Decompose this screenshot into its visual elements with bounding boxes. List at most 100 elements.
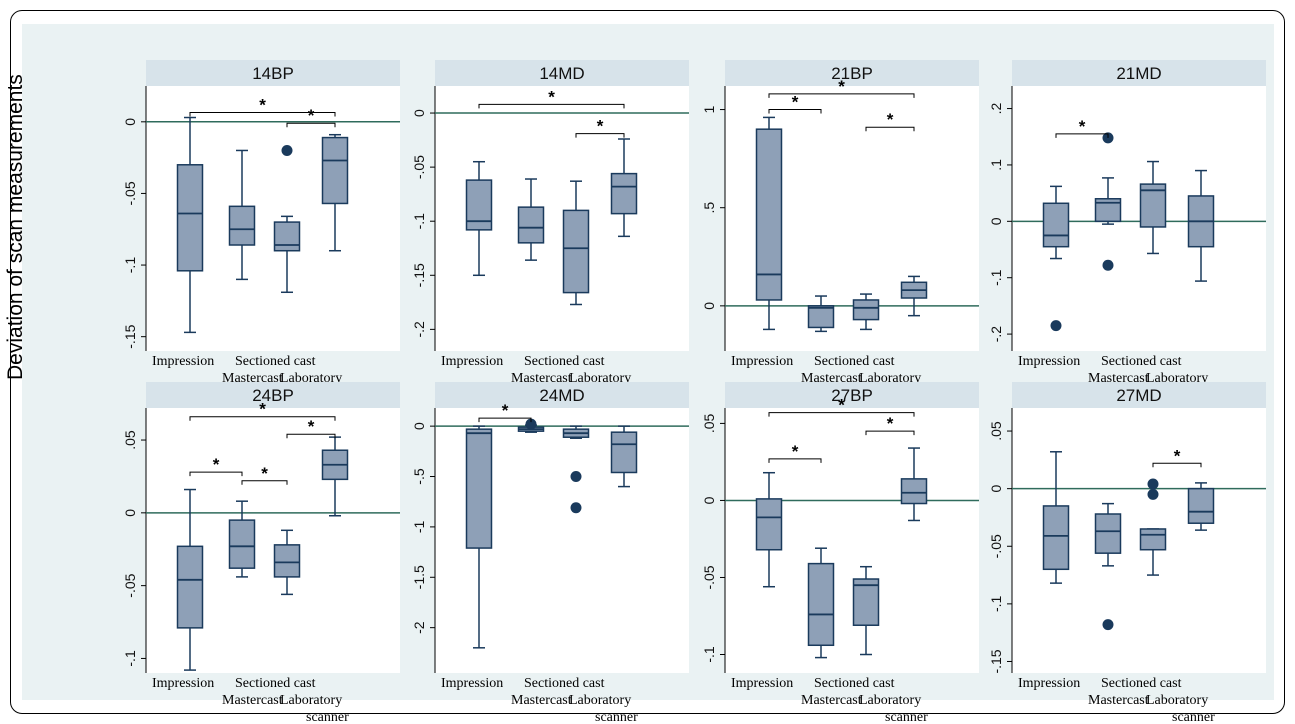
significance-bracket	[575, 133, 625, 138]
x-category-label: Sectioned cast	[235, 676, 316, 691]
x-category-label: Sectioned cast	[524, 354, 605, 369]
significance-star: *	[887, 414, 894, 433]
y-tick-label: -2	[411, 621, 427, 634]
x-category-label: Mastercast	[801, 693, 862, 708]
x-category-label: Impression	[152, 676, 214, 691]
significance-star: *	[792, 93, 799, 112]
significance-bracket	[286, 122, 336, 128]
y-tick-label: -.1	[122, 257, 138, 274]
significance-star: *	[792, 442, 799, 461]
outlier-point	[1050, 320, 1062, 332]
significance-star: *	[261, 464, 268, 483]
plot-area	[146, 408, 400, 673]
x-category-label: Impression	[731, 676, 793, 691]
panel-title: 14MD	[539, 64, 584, 83]
y-tick-label: -.1	[701, 646, 717, 663]
x-category-label: Sectioned cast	[1101, 676, 1182, 691]
x-category-label: Sectioned cast	[814, 676, 895, 691]
panel-title: 21BP	[831, 64, 873, 83]
significance-bracket	[865, 126, 915, 132]
significance-bracket	[865, 430, 915, 436]
significance-star: *	[838, 396, 845, 415]
panel-header	[725, 60, 979, 86]
y-tick-label: 0	[988, 485, 1004, 493]
y-tick-label: -.5	[411, 468, 427, 485]
significance-bracket	[1055, 133, 1109, 138]
y-tick-label: -.1	[122, 650, 138, 667]
box-iqr	[465, 179, 493, 231]
y-tick-label: -.15	[411, 263, 427, 287]
panel-header	[146, 60, 400, 86]
significance-star: *	[548, 87, 555, 106]
significance-star: *	[502, 401, 509, 420]
significance-bracket	[768, 109, 822, 114]
panel-title: 14BP	[252, 64, 294, 83]
significance-star: *	[887, 110, 894, 129]
box-iqr	[228, 519, 256, 569]
x-category-label: Mastercast	[1088, 693, 1149, 708]
y-tick-label: -.15	[122, 324, 138, 348]
panel-title: 27MD	[1116, 386, 1161, 405]
outlier-point	[1102, 619, 1114, 631]
y-tick-label: .05	[122, 430, 138, 450]
outlier-point	[1147, 478, 1159, 490]
x-category-label: Laboratory	[280, 693, 342, 708]
x-category-label: Impression	[441, 354, 503, 369]
box-iqr	[321, 136, 349, 205]
x-category-label: Sectioned cast	[1101, 354, 1182, 369]
y-tick-label: -.1	[411, 213, 427, 230]
y-tick-label: -.1	[988, 595, 1004, 612]
y-tick-label: -.05	[701, 565, 717, 589]
x-category-label: Impression	[1018, 354, 1080, 369]
y-tick-label: -.2	[988, 326, 1004, 343]
significance-bracket	[768, 412, 915, 417]
box-iqr	[900, 478, 928, 505]
x-category-label: Impression	[731, 354, 793, 369]
x-category-label: Sectioned cast	[235, 354, 316, 369]
x-category-label: Sectioned cast	[814, 354, 895, 369]
y-tick-label: -.05	[411, 155, 427, 179]
significance-bracket	[189, 471, 243, 477]
y-tick-label: .5	[701, 202, 717, 214]
y-tick-label: 0	[701, 302, 717, 310]
significance-bracket	[189, 416, 336, 421]
x-category-label: Impression	[441, 676, 503, 691]
y-tick-label: -.2	[411, 321, 427, 338]
significance-bracket	[768, 93, 915, 98]
significance-bracket	[478, 103, 625, 109]
box-iqr	[273, 221, 301, 252]
y-tick-label: -.05	[988, 534, 1004, 558]
significance-star: *	[259, 400, 266, 419]
y-tick-label: -.05	[122, 573, 138, 597]
outlier-point	[281, 144, 293, 156]
y-tick-label: 0	[411, 109, 427, 117]
box-iqr	[610, 431, 638, 474]
significance-star: *	[308, 106, 315, 125]
box-iqr	[852, 578, 880, 626]
y-tick-label: 0	[701, 496, 717, 504]
x-category-label: scanner	[885, 710, 928, 724]
panel-header	[146, 382, 400, 408]
box-iqr	[852, 299, 880, 321]
panel-title: 24BP	[252, 386, 294, 405]
box-iqr	[176, 164, 204, 272]
box-iqr	[1042, 505, 1070, 571]
y-tick-label: .2	[988, 103, 1004, 115]
x-category-label: Impression	[152, 354, 214, 369]
x-category-label: scanner	[1172, 710, 1215, 724]
y-tick-label: 0	[411, 422, 427, 430]
significance-star: *	[308, 417, 315, 436]
y-tick-label: -.05	[122, 181, 138, 205]
outlier-point	[570, 471, 582, 483]
box-iqr	[176, 545, 204, 629]
box-iqr	[755, 128, 783, 301]
box-iqr	[807, 562, 835, 647]
y-tick-label: 1	[701, 105, 717, 113]
x-category-label: Laboratory	[859, 693, 921, 708]
panel-header	[435, 382, 689, 408]
y-tick-label: 0	[122, 118, 138, 126]
significance-star: *	[597, 117, 604, 136]
box-iqr	[228, 205, 256, 246]
significance-star: *	[1174, 446, 1181, 465]
